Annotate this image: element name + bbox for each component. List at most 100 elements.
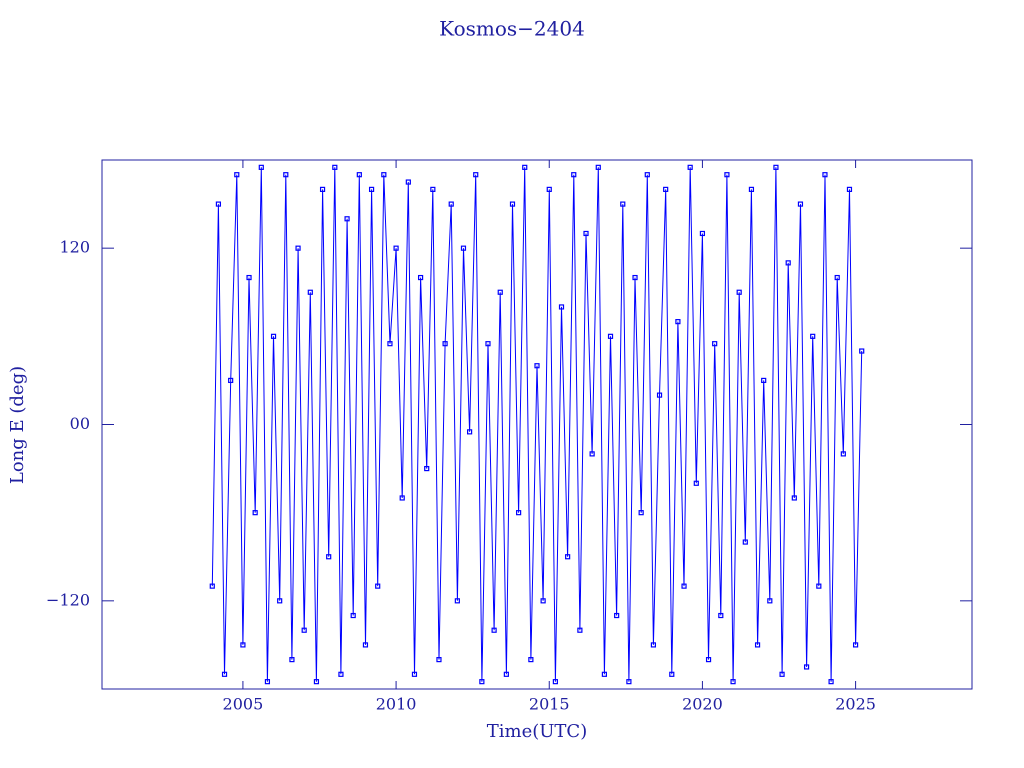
x-tick-label: 2025: [835, 695, 876, 714]
data-point: [411, 671, 418, 677]
data-point: [221, 671, 228, 677]
data-point: [742, 539, 748, 545]
data-point: [485, 341, 491, 347]
data-point: [791, 495, 797, 501]
data-point: [693, 480, 699, 486]
data-point: [779, 671, 785, 677]
chart-title: Kosmos−2404: [439, 17, 585, 41]
data-point: [479, 679, 485, 685]
data-point: [516, 510, 522, 516]
data-point: [326, 554, 332, 560]
data-point: [828, 679, 834, 685]
data-point: [552, 679, 558, 685]
data-point: [436, 657, 442, 663]
data-point: [307, 289, 313, 295]
data-point: [252, 510, 258, 516]
data-point: [375, 583, 381, 589]
data-point: [797, 201, 804, 207]
data-point: [638, 510, 644, 516]
data-point: [497, 289, 503, 295]
data-point: [467, 429, 473, 435]
data-point: [644, 172, 650, 178]
data-point: [565, 554, 571, 560]
data-point: [491, 627, 497, 633]
data-point: [822, 172, 828, 178]
data-point: [571, 172, 577, 178]
data-point: [344, 216, 350, 222]
data-point: [730, 679, 736, 685]
data-point: [663, 186, 669, 192]
y-tick-label: −120: [46, 590, 90, 609]
data-point: [669, 671, 675, 677]
data-point: [840, 451, 846, 457]
data-point: [852, 642, 859, 648]
data-point: [313, 679, 320, 685]
data-point: [448, 201, 454, 207]
data-point: [620, 201, 626, 207]
data-line: [211, 167, 863, 682]
data-point: [234, 172, 240, 178]
data-point: [430, 186, 436, 192]
data-point: [381, 172, 387, 178]
data-point: [773, 164, 779, 170]
data-point: [454, 598, 460, 604]
plot-frame: [101, 159, 973, 690]
data-point: [675, 319, 681, 325]
data-point: [209, 583, 215, 589]
data-point: [607, 333, 614, 339]
data-point: [846, 186, 853, 192]
data-point: [767, 598, 773, 604]
data-point: [258, 164, 264, 170]
x-axis-label: Time(UTC): [487, 721, 587, 742]
data-point: [393, 245, 399, 251]
data-point: [246, 274, 252, 281]
data-point: [546, 186, 552, 192]
data-point: [534, 363, 540, 369]
data-point: [368, 186, 375, 192]
data-point: [712, 341, 718, 347]
data-point: [601, 671, 607, 677]
data-point: [540, 598, 546, 604]
data-point: [748, 186, 755, 192]
y-tick-label: 00: [70, 414, 90, 433]
data-point: [614, 612, 620, 619]
data-point: [522, 164, 528, 170]
data-point: [215, 201, 222, 207]
y-axis-label: Long E (deg): [7, 366, 28, 484]
x-tick-label: 2020: [682, 695, 723, 714]
data-point: [558, 304, 565, 310]
data-point: [859, 348, 865, 354]
data-point: [650, 642, 657, 648]
data-point: [687, 164, 693, 170]
data-point: [681, 583, 687, 589]
data-point: [810, 333, 816, 339]
data-point: [228, 377, 234, 384]
data-point: [803, 664, 810, 670]
x-tick-label: 2015: [529, 695, 570, 714]
data-point: [283, 172, 289, 178]
data-point: [387, 341, 393, 347]
data-point: [718, 612, 724, 619]
data-point: [424, 465, 430, 472]
data-point: [442, 341, 448, 347]
data-point: [761, 377, 767, 384]
data-point: [632, 274, 638, 281]
data-point: [754, 642, 761, 648]
data-point: [417, 274, 424, 281]
data-point: [301, 627, 307, 633]
x-tick-label: 2010: [376, 695, 417, 714]
y-tick-label: 120: [59, 238, 90, 257]
data-point: [362, 642, 369, 648]
data-point: [705, 657, 712, 663]
data-point: [350, 612, 356, 619]
data-point: [240, 642, 246, 648]
data-point: [595, 164, 601, 170]
data-point: [528, 657, 534, 663]
data-point: [295, 245, 301, 251]
data-point: [319, 186, 326, 192]
data-point: [583, 230, 589, 237]
data-point: [816, 583, 822, 589]
data-point: [338, 671, 344, 677]
data-point: [264, 679, 271, 685]
